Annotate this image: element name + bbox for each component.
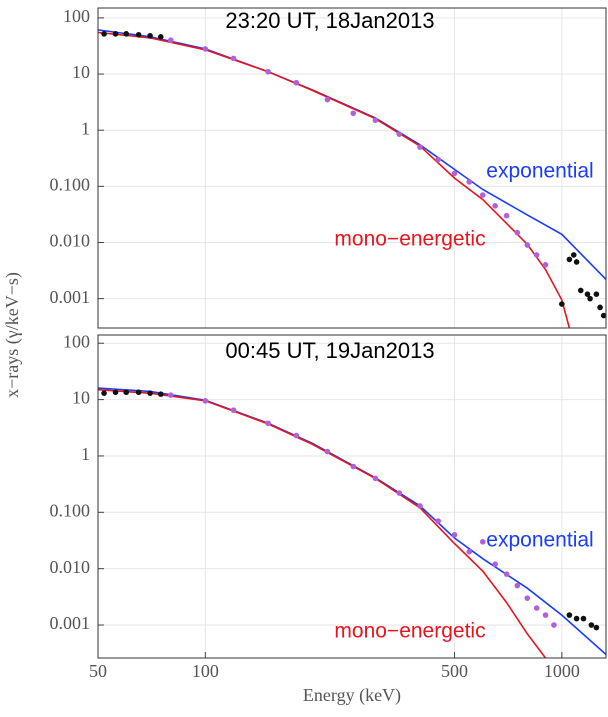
x-tick-label: 1000 xyxy=(544,661,580,681)
data-point xyxy=(593,624,600,631)
plot-frame xyxy=(97,334,607,659)
data-point xyxy=(167,37,174,44)
data-point xyxy=(123,389,130,396)
data-point xyxy=(566,612,573,618)
data-point xyxy=(570,252,577,258)
data-point xyxy=(542,262,549,268)
x-tick-label: 50 xyxy=(89,661,107,681)
data-point xyxy=(503,571,510,577)
data-point xyxy=(202,398,209,404)
data-point xyxy=(514,582,521,589)
data-point xyxy=(350,463,357,470)
data-point xyxy=(372,475,379,482)
data-point xyxy=(135,389,142,396)
data-point xyxy=(503,212,510,219)
data-point xyxy=(396,131,403,137)
fit-line xyxy=(97,29,607,280)
data-point xyxy=(559,301,565,307)
data-point xyxy=(542,612,549,618)
data-point xyxy=(451,531,458,538)
data-point xyxy=(324,448,331,455)
data-point xyxy=(293,432,300,439)
data-point xyxy=(157,34,164,40)
data-point xyxy=(600,312,607,319)
data-point xyxy=(451,170,458,177)
y-tick-label: 10 xyxy=(72,62,90,82)
y-tick-label: 0.010 xyxy=(50,231,91,251)
plot-frame xyxy=(97,7,607,329)
data-point xyxy=(293,79,300,86)
data-point xyxy=(524,242,531,248)
data-point xyxy=(101,390,107,396)
x-tick-label: 100 xyxy=(192,661,219,681)
data-point xyxy=(588,622,595,628)
data-point xyxy=(514,229,521,236)
fit-line xyxy=(97,388,547,659)
data-point xyxy=(230,55,237,62)
data-point xyxy=(396,490,403,496)
y-tick-label: 0.001 xyxy=(50,287,91,307)
data-point xyxy=(324,96,331,103)
data-point xyxy=(112,31,119,37)
data-point xyxy=(435,518,442,524)
data-point xyxy=(573,259,580,265)
data-point xyxy=(533,252,540,258)
y-tick-label: 0.100 xyxy=(50,500,91,520)
annotation: mono−energetic xyxy=(334,228,485,251)
data-point xyxy=(466,179,473,185)
data-point xyxy=(566,256,573,263)
x-axis-label: Energy (keV) xyxy=(303,685,401,706)
annotation: exponential xyxy=(486,529,593,552)
data-point xyxy=(492,561,498,568)
data-point xyxy=(479,192,486,198)
data-point xyxy=(147,390,153,396)
data-point xyxy=(112,389,119,396)
fit-line xyxy=(97,387,607,656)
data-point xyxy=(573,615,580,622)
y-axis-label: x−rays (γ/keV−s) xyxy=(2,272,23,398)
data-point xyxy=(202,46,209,52)
data-point xyxy=(372,117,379,124)
annotation: exponential xyxy=(486,160,593,183)
y-tick-label: 0.001 xyxy=(50,613,91,633)
data-point xyxy=(587,295,593,302)
data-point xyxy=(524,595,531,601)
data-point xyxy=(577,287,584,294)
x-tick-label: 500 xyxy=(441,661,468,681)
panel-title: 00:45 UT, 19Jan2013 xyxy=(225,338,434,363)
annotation: mono−energetic xyxy=(334,620,485,643)
data-point xyxy=(551,622,557,628)
y-tick-label: 1 xyxy=(81,118,90,138)
panel-title: 23:20 UT, 18Jan2013 xyxy=(225,8,434,33)
data-point xyxy=(350,110,357,117)
data-point xyxy=(533,605,540,611)
data-point xyxy=(435,156,442,163)
data-point xyxy=(417,144,423,150)
data-point xyxy=(417,503,423,509)
data-point xyxy=(466,548,473,555)
data-point xyxy=(597,304,603,311)
data-point xyxy=(580,615,587,622)
data-point xyxy=(265,68,271,75)
data-point xyxy=(265,420,271,427)
y-tick-label: 0.010 xyxy=(50,557,91,577)
data-point xyxy=(101,31,107,37)
data-point xyxy=(123,31,130,37)
data-point xyxy=(135,31,142,38)
data-point xyxy=(492,203,498,209)
data-point xyxy=(147,32,153,39)
data-point xyxy=(230,407,237,413)
y-tick-label: 0.100 xyxy=(50,174,91,194)
data-point xyxy=(584,291,591,297)
data-point xyxy=(157,391,164,397)
data-point xyxy=(167,392,174,398)
y-tick-label: 100 xyxy=(63,331,90,351)
y-tick-label: 10 xyxy=(72,388,90,408)
y-tick-label: 1 xyxy=(81,444,90,464)
y-tick-label: 100 xyxy=(63,6,90,26)
data-point xyxy=(479,538,486,545)
data-point xyxy=(593,291,600,297)
